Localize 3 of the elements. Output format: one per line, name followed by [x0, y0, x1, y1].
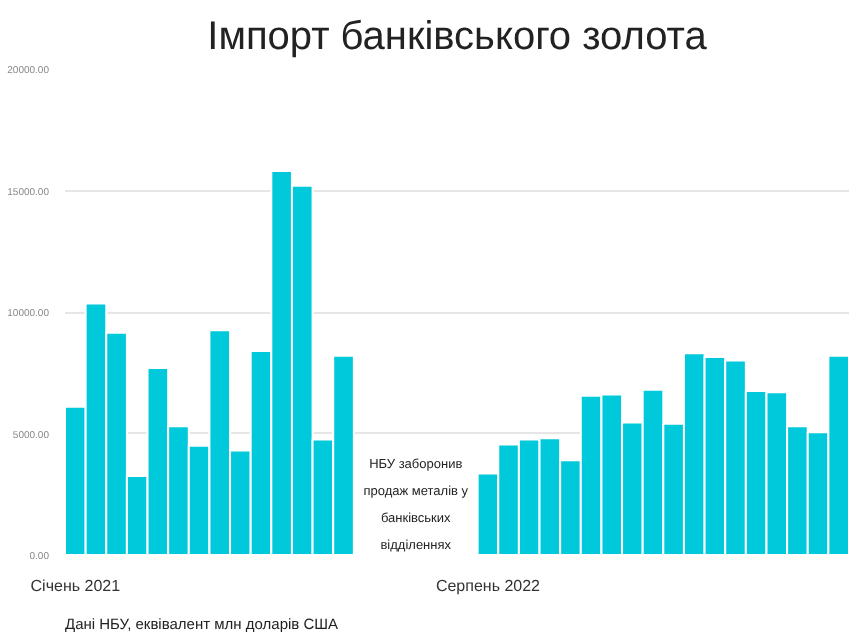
x-tick-label: Серпень 2022 — [435, 577, 542, 595]
chart-title: Імпорт банківського золота — [207, 15, 709, 59]
x-tick-label: Січень 2021 — [30, 577, 122, 595]
